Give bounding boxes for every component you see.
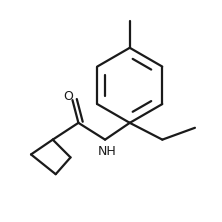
Text: NH: NH bbox=[98, 145, 116, 158]
Text: O: O bbox=[63, 90, 73, 103]
